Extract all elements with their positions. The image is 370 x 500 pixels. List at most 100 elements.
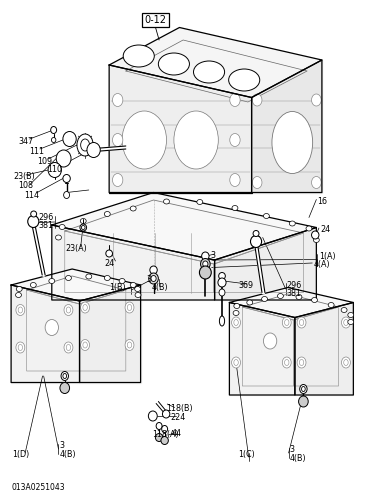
Ellipse shape	[30, 282, 36, 288]
Ellipse shape	[104, 212, 110, 216]
Text: 0-12: 0-12	[144, 15, 166, 25]
Ellipse shape	[77, 134, 93, 156]
Ellipse shape	[123, 45, 154, 67]
Text: 1(B): 1(B)	[109, 283, 126, 292]
Ellipse shape	[28, 216, 39, 228]
Text: 3: 3	[211, 252, 216, 260]
Ellipse shape	[203, 261, 208, 267]
Ellipse shape	[197, 200, 203, 204]
Ellipse shape	[162, 426, 168, 432]
Text: 114: 114	[24, 190, 39, 200]
Ellipse shape	[45, 320, 58, 336]
Ellipse shape	[201, 258, 210, 270]
Text: 1(D): 1(D)	[12, 450, 29, 460]
Text: 24: 24	[104, 258, 114, 268]
Ellipse shape	[285, 320, 289, 326]
Text: 347: 347	[18, 136, 34, 145]
Ellipse shape	[51, 126, 57, 134]
Polygon shape	[80, 285, 141, 382]
Ellipse shape	[61, 372, 68, 380]
Ellipse shape	[234, 360, 238, 366]
Ellipse shape	[66, 307, 71, 313]
Ellipse shape	[31, 211, 37, 217]
Ellipse shape	[313, 238, 319, 242]
Ellipse shape	[219, 316, 225, 326]
Ellipse shape	[219, 272, 225, 280]
Ellipse shape	[51, 138, 56, 142]
Ellipse shape	[282, 317, 291, 328]
Ellipse shape	[112, 94, 123, 106]
Polygon shape	[295, 302, 353, 395]
Text: 24: 24	[320, 226, 330, 234]
Ellipse shape	[151, 276, 156, 281]
Ellipse shape	[234, 304, 240, 308]
Ellipse shape	[282, 357, 291, 368]
Ellipse shape	[312, 176, 321, 188]
Ellipse shape	[328, 302, 334, 308]
Text: 110: 110	[47, 164, 63, 173]
Ellipse shape	[342, 317, 350, 328]
Ellipse shape	[194, 61, 225, 83]
Text: 3: 3	[146, 276, 151, 284]
Ellipse shape	[232, 317, 240, 328]
Ellipse shape	[16, 342, 25, 353]
Ellipse shape	[312, 94, 321, 106]
Ellipse shape	[297, 317, 306, 328]
Ellipse shape	[252, 94, 262, 106]
Ellipse shape	[174, 111, 218, 169]
Text: 224: 224	[170, 413, 185, 422]
Ellipse shape	[233, 310, 239, 316]
Text: 013A0251043: 013A0251043	[11, 483, 65, 492]
Ellipse shape	[125, 302, 134, 313]
Ellipse shape	[106, 250, 112, 257]
Text: 4(A): 4(A)	[314, 260, 330, 270]
Ellipse shape	[112, 174, 123, 186]
Ellipse shape	[155, 434, 163, 442]
Text: 4(B): 4(B)	[152, 283, 168, 292]
Ellipse shape	[289, 221, 295, 226]
Polygon shape	[11, 285, 80, 382]
Text: 1(A): 1(A)	[319, 252, 336, 260]
Ellipse shape	[80, 224, 87, 231]
Ellipse shape	[341, 308, 347, 312]
Ellipse shape	[263, 214, 269, 218]
Ellipse shape	[230, 134, 240, 146]
Ellipse shape	[263, 333, 277, 349]
Text: 16: 16	[317, 197, 327, 206]
Ellipse shape	[158, 53, 189, 75]
Ellipse shape	[299, 396, 308, 407]
Ellipse shape	[80, 218, 86, 224]
Ellipse shape	[16, 292, 21, 298]
Polygon shape	[11, 269, 141, 301]
Ellipse shape	[299, 320, 304, 326]
Polygon shape	[252, 60, 322, 192]
Ellipse shape	[66, 134, 73, 143]
Ellipse shape	[66, 344, 71, 350]
Text: 4(B): 4(B)	[289, 454, 306, 464]
Ellipse shape	[48, 162, 61, 178]
Ellipse shape	[60, 382, 70, 394]
Text: 109: 109	[37, 156, 52, 166]
Ellipse shape	[199, 266, 211, 279]
Ellipse shape	[297, 357, 306, 368]
Ellipse shape	[262, 296, 268, 302]
Ellipse shape	[312, 231, 319, 239]
Ellipse shape	[122, 111, 166, 169]
Ellipse shape	[299, 360, 304, 366]
Ellipse shape	[300, 384, 307, 394]
Ellipse shape	[272, 112, 313, 174]
Ellipse shape	[63, 374, 67, 378]
Ellipse shape	[56, 235, 61, 240]
Polygon shape	[215, 228, 316, 300]
Ellipse shape	[60, 154, 67, 163]
Ellipse shape	[135, 286, 141, 292]
Text: 4(B): 4(B)	[59, 450, 76, 460]
Ellipse shape	[230, 174, 240, 186]
Text: 3: 3	[289, 446, 295, 454]
Ellipse shape	[81, 139, 90, 151]
Ellipse shape	[149, 273, 158, 284]
Ellipse shape	[218, 278, 226, 287]
Text: 23(B): 23(B)	[13, 172, 35, 182]
Ellipse shape	[18, 307, 23, 313]
Ellipse shape	[247, 300, 253, 305]
